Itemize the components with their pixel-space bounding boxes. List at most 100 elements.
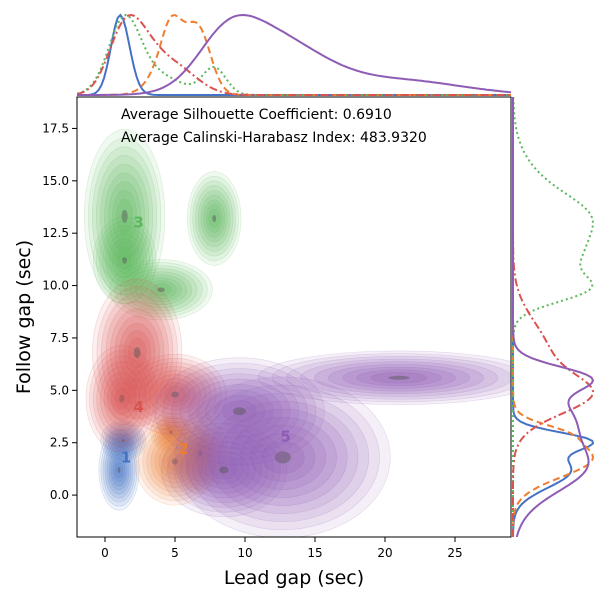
cluster-4-contour	[143, 370, 207, 419]
cluster-2-contour	[158, 419, 184, 445]
cluster-5-contour	[198, 450, 250, 490]
cluster-5-contour	[207, 400, 359, 515]
cluster-5-label: 5	[280, 427, 290, 445]
x-tick-label: 10	[237, 546, 252, 560]
cluster-3-contour	[116, 198, 133, 235]
y-tick-label: 10.0	[42, 279, 69, 293]
annotation-silhouette: Average Silhouette Coefficient: 0.6910	[121, 107, 392, 123]
cluster-3-contour	[100, 163, 150, 270]
cluster-3-peak	[121, 209, 128, 223]
y-axis-label: Follow gap (sec)	[13, 240, 35, 394]
cluster-3-contour	[124, 268, 198, 312]
cluster-4-peak	[133, 347, 141, 359]
cluster-3-contour	[197, 190, 231, 247]
cluster-2-contour	[183, 428, 217, 478]
cluster-4-contour	[123, 353, 227, 436]
cluster-3-contour	[99, 225, 150, 296]
cluster-4-contour	[110, 382, 133, 416]
cluster-4-contour	[114, 315, 160, 390]
cluster-5-peak	[233, 407, 246, 416]
cluster-2-peak	[171, 458, 179, 465]
cluster-3-contour	[92, 146, 158, 287]
x-axis-label: Lead gap (sec)	[224, 567, 364, 589]
cluster-labels: 1 2 3 4 5	[121, 214, 291, 467]
cluster-3-contour	[150, 283, 172, 297]
cluster-3-contour	[83, 128, 166, 304]
cluster-1-contour	[98, 429, 140, 511]
cluster-2-contour	[150, 435, 200, 489]
cluster-3-contour	[134, 274, 188, 306]
cluster-3-contour	[92, 216, 157, 305]
y-tick-label: 15.0	[42, 174, 69, 188]
cluster-4-peak	[119, 394, 125, 403]
cluster-2-contour	[166, 427, 176, 437]
cluster-3-right-marginal-line	[512, 97, 595, 537]
cluster-5-contour	[211, 460, 237, 480]
y-tick-label: 7.5	[50, 331, 69, 345]
cluster-2-contour	[178, 420, 223, 486]
cluster-1-contour	[106, 445, 132, 495]
cluster-5-contour	[186, 441, 262, 499]
cluster-5-contour	[205, 389, 274, 434]
cluster-5-contour	[314, 361, 484, 395]
x-tick-label: 0	[101, 546, 109, 560]
cluster-3-label: 3	[133, 214, 143, 232]
cluster-4-contour	[103, 371, 141, 426]
cluster-2-peak	[169, 430, 173, 434]
cluster-4-contour	[114, 387, 130, 410]
x-tick-label: 15	[307, 546, 322, 560]
cluster-2-contour	[158, 443, 192, 480]
cluster-2-contour	[138, 422, 212, 502]
cluster-5-contour	[188, 378, 291, 444]
cluster-3-contour	[129, 271, 193, 309]
cluster-5-contour	[192, 446, 256, 494]
cluster-4-contour	[164, 386, 186, 403]
cluster-3-contour	[118, 251, 132, 270]
cluster-1-contour	[100, 420, 146, 462]
cluster-2-contour	[162, 423, 180, 441]
cluster-1-density	[98, 420, 146, 511]
cluster-5-contour	[179, 373, 300, 450]
cluster-4-label: 4	[133, 398, 143, 416]
cluster-5-contour	[260, 440, 305, 474]
cluster-5-contour	[175, 376, 391, 537]
cluster-3-peak	[212, 215, 217, 223]
cluster-1-contour	[104, 441, 134, 499]
cluster-5-contour	[196, 392, 370, 523]
joint-density-area	[83, 128, 511, 537]
x-tick-label: 5	[171, 546, 179, 560]
cluster-5-contour	[196, 384, 283, 439]
cluster-3-density	[83, 128, 242, 321]
cluster-2-contour	[134, 417, 216, 506]
cluster-1-right-marginal-line	[512, 97, 595, 537]
cluster-1-contour	[110, 453, 128, 487]
cluster-5-contour	[271, 353, 511, 403]
cluster-3-contour	[119, 265, 203, 315]
cluster-5-contour	[185, 384, 380, 531]
y-tick-label: 17.5	[42, 121, 69, 135]
cluster-1-peak	[121, 439, 125, 443]
cluster-5-contour	[370, 372, 428, 384]
cluster-4-contour	[123, 330, 151, 376]
cluster-2-contour	[186, 432, 214, 474]
cluster-5-peak	[219, 466, 229, 474]
cluster-3-contour	[145, 280, 177, 300]
cluster-3-contour	[96, 155, 154, 278]
cluster-4-contour	[99, 366, 144, 432]
cluster-5-contour	[213, 394, 266, 428]
cluster-1-peak	[117, 466, 121, 473]
cluster-3-contour	[88, 137, 162, 296]
cluster-1-label: 1	[121, 448, 131, 466]
x-tick-label: 25	[447, 546, 462, 560]
cluster-5-contour	[153, 357, 325, 466]
cluster-2-contour	[152, 413, 190, 451]
cluster-4-contour	[159, 382, 191, 407]
cluster-4-contour	[85, 344, 158, 453]
cluster-4-peak	[171, 391, 179, 398]
cluster-2-contour	[160, 421, 182, 443]
cluster-5-right-marginal-line	[512, 97, 595, 537]
cluster-5-density	[153, 350, 511, 537]
right-marginal-kde	[512, 97, 595, 537]
cluster-5-contour	[179, 436, 269, 504]
cluster-2-contour	[194, 444, 206, 462]
